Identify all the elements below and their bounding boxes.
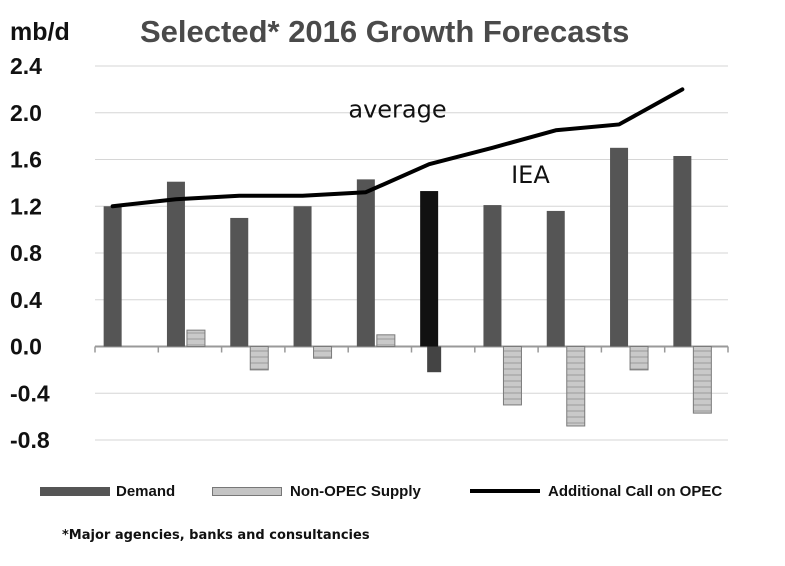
legend-label-non-opec-supply: Non-OPEC Supply: [290, 483, 421, 500]
y-tick-label: 0.8: [10, 240, 42, 266]
additional-call-line: [110, 87, 685, 209]
demand-bar: [673, 155, 692, 347]
y-tick-label: -0.4: [10, 380, 50, 406]
y-tick-label: 0.4: [10, 287, 42, 313]
supply-bar: [502, 346, 522, 406]
demand-bar: [610, 147, 629, 347]
annotation-average: average: [348, 95, 446, 123]
demand-bar: [103, 206, 122, 347]
demand-bar: [293, 206, 312, 347]
supply-bar: [692, 346, 712, 414]
supply-bar: [629, 346, 649, 371]
supply-bar: [566, 346, 586, 427]
demand-bar: [546, 210, 565, 347]
call-line-icon: [470, 489, 540, 493]
supply-swatch-icon: [212, 487, 282, 496]
demand-bar: [483, 205, 502, 347]
y-tick-label: 2.0: [10, 100, 42, 126]
chart-footnote: *Major agencies, banks and consultancies: [62, 528, 370, 543]
legend-label-demand: Demand: [116, 483, 176, 500]
supply-bar: [249, 346, 269, 371]
legend-label-additional-call: Additional Call on OPEC: [548, 483, 723, 500]
y-axis-unit-label: mb/d: [10, 18, 70, 46]
supply-bar: [376, 334, 396, 347]
chart-title: Selected* 2016 Growth Forecasts: [140, 14, 630, 49]
y-tick-label: 0.0: [10, 334, 42, 360]
y-tick-label: 1.2: [10, 193, 42, 219]
demand-bar: [230, 217, 249, 347]
annotation-iea: IEA: [511, 161, 550, 189]
demand-swatch-icon: [40, 487, 110, 496]
supply-bar: [427, 346, 442, 373]
supply-bar: [186, 329, 206, 348]
y-tick-label: 2.4: [10, 53, 42, 79]
demand-bar: [420, 191, 439, 347]
demand-bar: [356, 179, 375, 347]
y-tick-label: 1.6: [10, 147, 42, 173]
supply-bar: [313, 346, 333, 359]
demand-bar: [166, 181, 185, 347]
y-tick-label: -0.8: [10, 427, 50, 453]
